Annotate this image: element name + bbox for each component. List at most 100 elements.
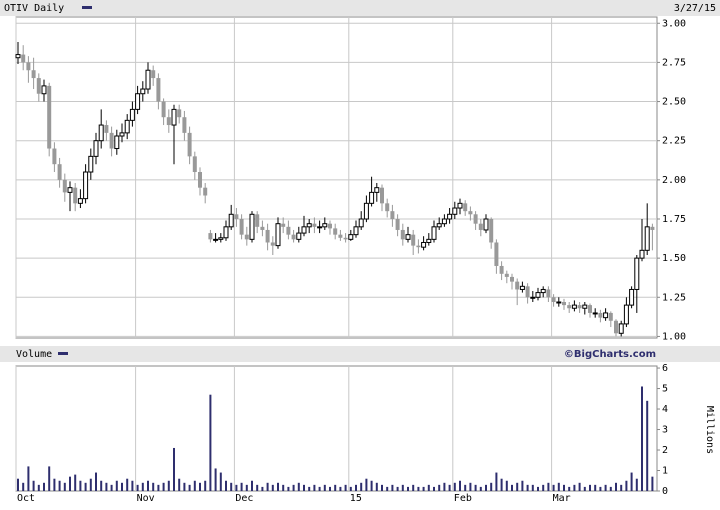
candle-body	[228, 213, 234, 228]
y-tick-label: 1.50	[662, 253, 686, 264]
candle-body	[328, 223, 332, 229]
candle-body	[192, 156, 197, 173]
y-tick-label: 5	[662, 384, 668, 395]
volume-bar	[537, 486, 539, 491]
volume-bar	[287, 486, 290, 491]
volume-bar	[412, 484, 415, 491]
candle-body	[239, 218, 244, 235]
volume-bar	[199, 482, 201, 491]
volume-bar	[204, 480, 207, 491]
candle-body	[145, 69, 151, 90]
candle-body	[119, 132, 125, 137]
y-tick-label: 3	[662, 425, 668, 436]
volume-bar	[17, 478, 19, 491]
x-tick-label: Nov	[137, 493, 155, 504]
volume-bar	[630, 472, 633, 491]
volume-bar	[292, 484, 295, 491]
candle-body	[88, 155, 94, 173]
volume-bar	[126, 478, 129, 491]
volume-bar	[542, 484, 545, 491]
volume-bar	[188, 484, 191, 491]
candle-body	[129, 108, 135, 121]
candle-body	[452, 207, 458, 215]
candle-body	[198, 172, 202, 188]
volume-bar	[495, 472, 498, 491]
candle-body	[317, 226, 323, 229]
volume-bar	[651, 476, 654, 491]
y-tick-label: 1.25	[662, 292, 686, 303]
candle-body	[83, 171, 89, 200]
candle-body	[161, 101, 166, 118]
volume-bar	[136, 484, 139, 491]
candle-body	[457, 202, 463, 209]
candle-body	[286, 226, 291, 235]
candle-body	[468, 211, 473, 215]
candle-body	[41, 85, 47, 95]
candle-body	[489, 218, 494, 243]
candle-body	[510, 276, 514, 282]
volume-bar	[318, 486, 321, 491]
candle-body	[93, 140, 99, 157]
y-tick-label: 4	[662, 404, 668, 415]
volume-bar	[214, 468, 217, 491]
candle-body	[52, 148, 57, 165]
candle-body	[618, 323, 624, 334]
volume-bar	[573, 484, 576, 491]
candle-body	[203, 187, 208, 196]
candle-body	[358, 218, 364, 228]
volume-bar	[37, 484, 40, 491]
volume-bar	[69, 476, 71, 491]
volume-bar	[552, 484, 555, 491]
x-tick-label: Dec	[235, 493, 253, 504]
y-tick-label: 0	[662, 486, 668, 497]
candle-body	[571, 304, 577, 309]
candle-body	[374, 187, 380, 193]
volume-bar	[105, 482, 108, 491]
candle-body	[36, 78, 41, 94]
volume-bar	[469, 482, 472, 491]
volume-bar	[344, 484, 347, 491]
candle-body	[265, 229, 270, 243]
candle-body	[47, 85, 52, 149]
candle-body	[629, 288, 635, 306]
candle-body	[67, 187, 73, 193]
candle-body	[494, 242, 499, 266]
volume-bar	[407, 486, 409, 491]
volume-bar	[443, 482, 446, 491]
candle-body	[556, 301, 562, 304]
candle-body	[380, 187, 384, 204]
candle-body	[634, 257, 640, 290]
volume-bar	[599, 486, 602, 491]
candle-body	[291, 234, 296, 240]
volume-bar	[511, 484, 513, 491]
y-tick-label: 2.25	[662, 136, 686, 147]
candle-body	[187, 132, 192, 157]
volume-bar	[89, 478, 92, 491]
volume-bar	[521, 480, 524, 491]
volume-bar	[355, 484, 357, 491]
candle-body	[623, 304, 629, 325]
x-tick-label: Oct	[17, 493, 35, 504]
volume-bar	[417, 486, 420, 491]
candle-body	[478, 223, 483, 230]
volume-bar	[594, 484, 597, 491]
volume-bar	[193, 480, 196, 491]
volume-bar	[427, 484, 430, 491]
volume-bar	[303, 484, 305, 491]
y-tick-label: 2.75	[662, 57, 686, 68]
volume-bar	[505, 480, 508, 491]
candle-body	[515, 281, 520, 290]
candle-body	[322, 223, 328, 228]
candle-body	[275, 223, 281, 247]
volume-bar	[48, 466, 51, 491]
volume-bar	[147, 480, 149, 491]
volume-bar	[615, 482, 617, 491]
y-tick-label: 2	[662, 445, 668, 456]
candle-body	[405, 234, 411, 240]
volume-bar	[141, 482, 144, 491]
candle-body	[73, 187, 78, 204]
candle-body	[551, 297, 556, 302]
candle-body	[592, 312, 598, 315]
volume-bar	[448, 484, 451, 491]
candle-body	[31, 70, 36, 79]
